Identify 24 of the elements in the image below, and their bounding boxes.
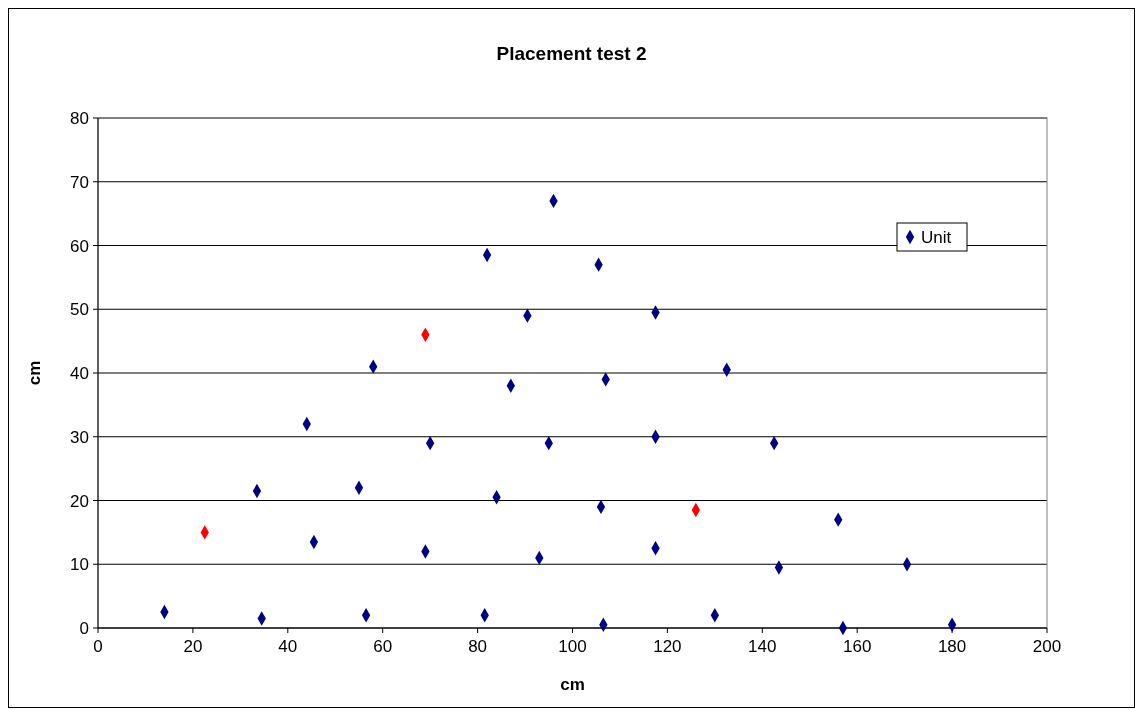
y-tick-label: 0 — [79, 619, 89, 638]
y-tick-label: 80 — [70, 109, 89, 128]
x-tick-label: 100 — [558, 637, 587, 656]
x-tick-label: 80 — [468, 637, 488, 656]
y-tick-label: 60 — [70, 236, 89, 256]
x-tick-label: 0 — [93, 637, 103, 656]
x-tick-label: 180 — [937, 637, 967, 656]
y-axis-title: cm — [25, 360, 44, 386]
legend-label: Unit — [921, 228, 952, 247]
x-tick-label: 160 — [843, 637, 872, 656]
x-tick-label: 200 — [1032, 637, 1062, 656]
y-tick-label: 30 — [70, 427, 89, 447]
x-tick-label: 120 — [653, 637, 682, 656]
y-tick-label: 10 — [70, 555, 89, 575]
y-tick-label: 70 — [70, 172, 89, 192]
x-tick-label: 140 — [748, 637, 777, 656]
x-tick-label: 20 — [183, 637, 203, 656]
x-axis-title: cm — [560, 675, 585, 694]
x-tick-label: 60 — [373, 637, 393, 656]
chart-title: Placement test 2 — [496, 43, 647, 64]
y-tick-label: 40 — [70, 364, 89, 383]
y-tick-label: 50 — [70, 300, 89, 320]
x-tick-label: 40 — [278, 637, 298, 656]
y-tick-label: 20 — [70, 491, 89, 511]
